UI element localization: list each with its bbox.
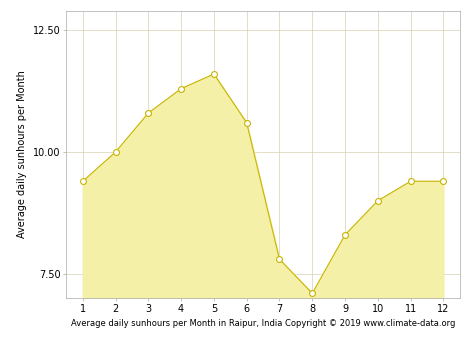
Point	[309, 290, 316, 296]
Point	[407, 179, 414, 184]
Point	[243, 120, 250, 126]
Point	[177, 86, 185, 92]
Point	[341, 232, 349, 238]
Point	[210, 71, 218, 77]
Point	[374, 198, 382, 203]
Point	[112, 149, 119, 155]
Point	[79, 179, 87, 184]
Point	[276, 256, 283, 262]
Point	[439, 179, 447, 184]
Y-axis label: Average daily sunhours per Month: Average daily sunhours per Month	[18, 71, 27, 238]
Point	[145, 110, 152, 116]
X-axis label: Average daily sunhours per Month in Raipur, India Copyright © 2019 www.climate-d: Average daily sunhours per Month in Raip…	[71, 319, 455, 328]
